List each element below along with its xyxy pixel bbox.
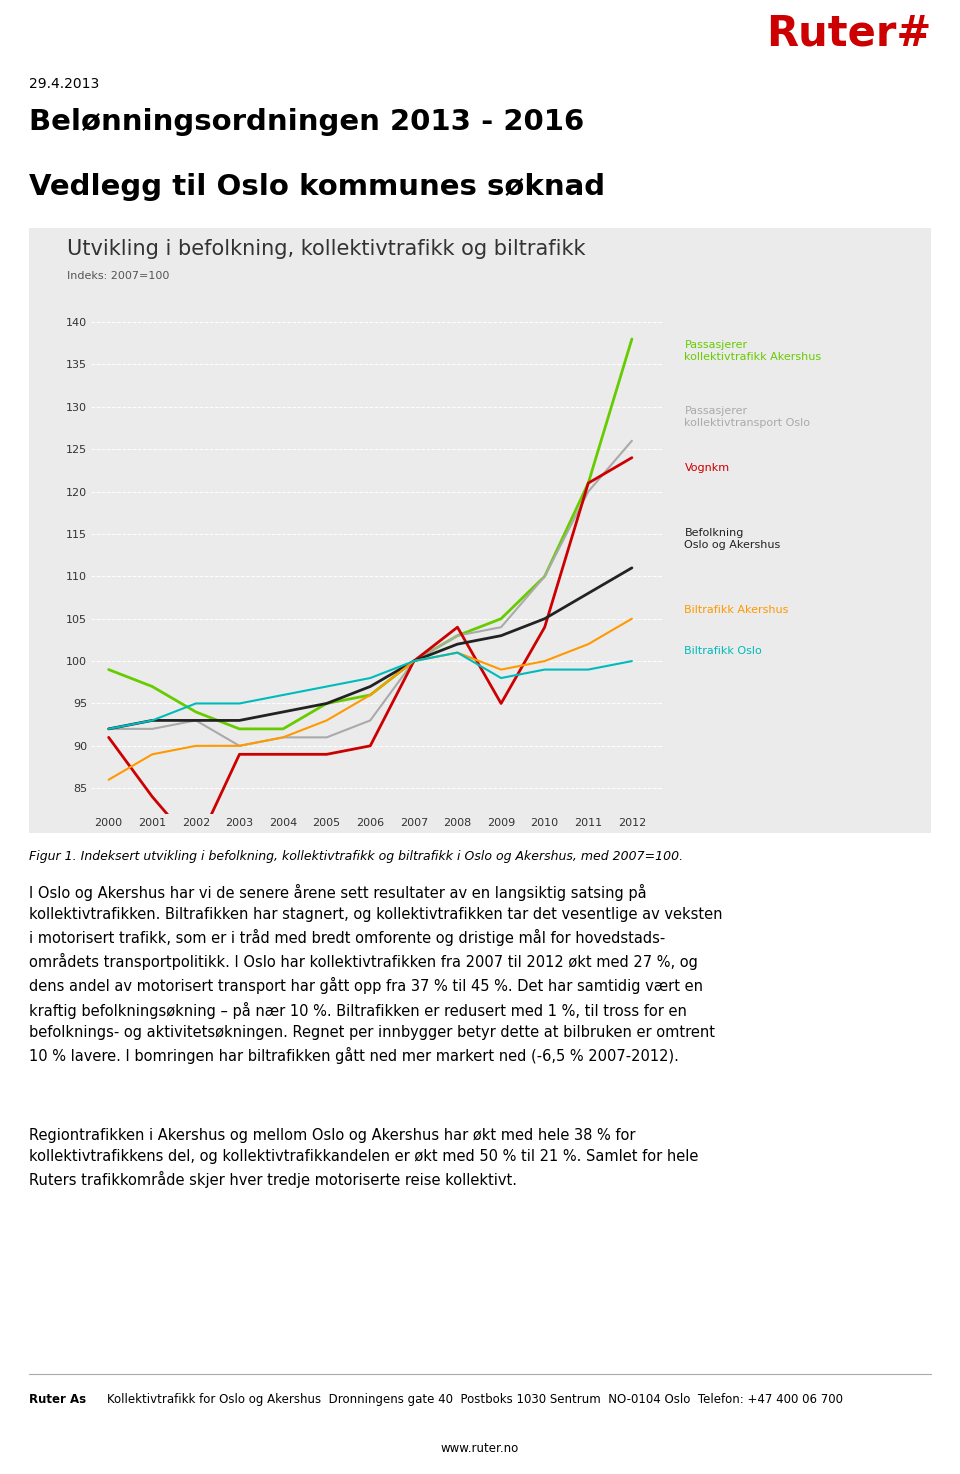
Text: www.ruter.no: www.ruter.no [441,1442,519,1455]
Text: Passasjerer
kollektivtrafikk Akershus: Passasjerer kollektivtrafikk Akershus [684,340,822,361]
Text: I Oslo og Akershus har vi de senere årene sett resultater av en langsiktig satsi: I Oslo og Akershus har vi de senere åren… [29,884,722,1064]
Text: Indeks: 2007=100: Indeks: 2007=100 [67,271,170,280]
Text: Biltrafikk Oslo: Biltrafikk Oslo [684,646,762,656]
Text: Regiontrafikken i Akershus og mellom Oslo og Akershus har økt med hele 38 % for
: Regiontrafikken i Akershus og mellom Osl… [29,1128,698,1188]
Text: Utvikling i befolkning, kollektivtrafikk og biltrafikk: Utvikling i befolkning, kollektivtrafikk… [67,239,586,259]
Text: Figur 1. Indeksert utvikling i befolkning, kollektivtrafikk og biltrafikk i Oslo: Figur 1. Indeksert utvikling i befolknin… [29,850,683,862]
Text: Befolkning
Oslo og Akershus: Befolkning Oslo og Akershus [684,528,780,550]
Text: Ruter As: Ruter As [29,1393,86,1406]
Text: Vedlegg til Oslo kommunes søknad: Vedlegg til Oslo kommunes søknad [29,174,605,202]
Text: Vognkm: Vognkm [684,463,730,473]
Text: Ruter#: Ruter# [766,12,931,55]
Text: 29.4.2013: 29.4.2013 [29,77,99,91]
Text: Belønningsordningen 2013 - 2016: Belønningsordningen 2013 - 2016 [29,108,584,136]
Text: Passasjerer
kollektivtransport Oslo: Passasjerer kollektivtransport Oslo [684,407,810,427]
Text: Biltrafikk Akershus: Biltrafikk Akershus [684,606,789,615]
Text: Kollektivtrafikk for Oslo og Akershus  Dronningens gate 40  Postboks 1030 Sentru: Kollektivtrafikk for Oslo og Akershus Dr… [108,1393,843,1406]
